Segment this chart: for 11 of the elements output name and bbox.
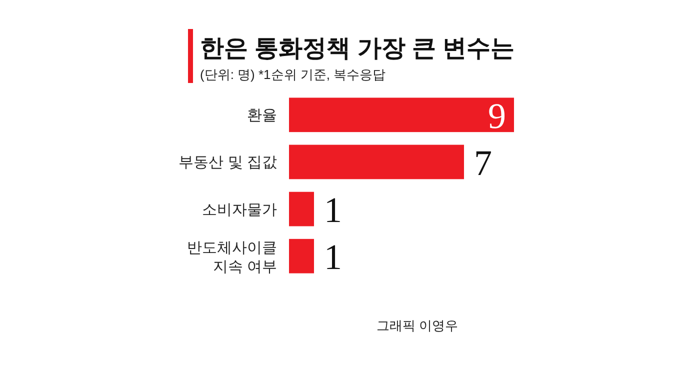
data-label: 1 — [324, 190, 342, 230]
data-label: 7 — [474, 142, 492, 183]
chart-title: 한은 통화정책 가장 큰 변수는 — [200, 35, 515, 62]
y-tick-label: 환율 — [247, 107, 277, 124]
y-tick-label: 반도체사이클 지속 여부 — [187, 239, 277, 276]
text: 그래픽 이영우 — [376, 318, 458, 333]
y-tick-label: 소비자물가 — [202, 201, 277, 218]
data-label: 1 — [324, 237, 342, 278]
y-tick-label: 부동산 및 집값 — [178, 154, 277, 172]
data-label: 9 — [488, 96, 506, 136]
chart-subtitle: (단위: 명) *1순위 기준, 복수응답 — [200, 67, 386, 82]
